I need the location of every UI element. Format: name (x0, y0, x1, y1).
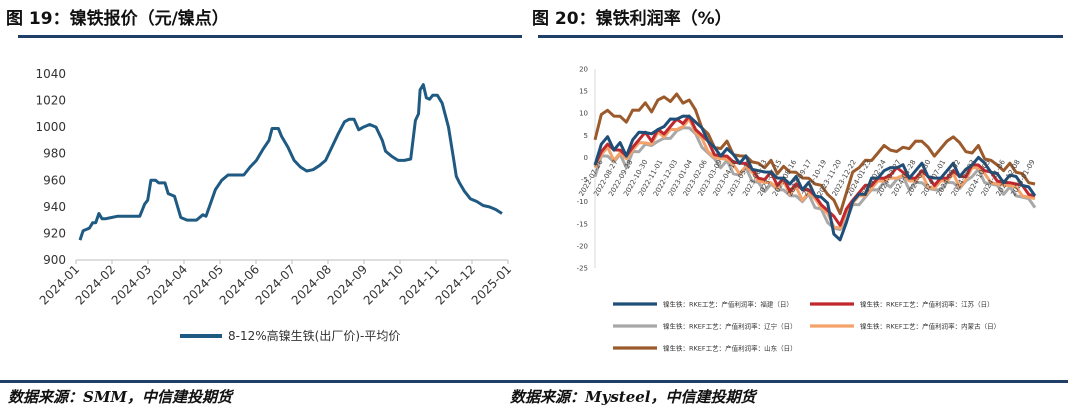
right-y-tick-label: -5 (581, 176, 588, 184)
left-y-tick-label: 960 (43, 173, 66, 187)
right-y-tick-label: 20 (579, 66, 588, 74)
right-chart-title: 图 20：镍铁利润率（%） (532, 9, 732, 29)
right-legend-label: 镍生铁：RKEF工艺：产值利润率：内蒙古（日） (860, 322, 1000, 331)
left-y-tick-label: 1040 (35, 67, 66, 81)
left-x-tick-label: 2025-01 (469, 262, 514, 307)
left-y-tick-label: 980 (43, 147, 66, 161)
right-y-tick-label: 15 (579, 88, 588, 96)
right-legend-label: 镍生铁：RKEF工艺：产值利润率：辽宁（日） (663, 322, 797, 331)
right-series-line (593, 117, 1036, 230)
left-source-note: 数据来源：SMM，中信建投期货 (8, 388, 233, 406)
left-y-tick-label: 1020 (35, 94, 66, 108)
left-y-tick-label: 1000 (35, 120, 66, 134)
right-legend-label: 镍生铁：RKEF工艺：产值利润率：山东（日） (663, 344, 797, 353)
right-legend-label: 镍生铁：RKE工艺：产值利润率：福建（日） (663, 300, 793, 309)
right-title-rule (538, 35, 1063, 38)
right-source-note: 数据来源：Mysteel，中信建投期货 (510, 388, 756, 406)
left-line-chart: 9009209409609801000102010402024-012024-0… (35, 67, 514, 343)
left-chart-title: 图 19：镍铁报价（元/镍点） (6, 9, 229, 29)
left-legend-label: 8-12%高镍生铁(出厂价)-平均价 (228, 328, 400, 343)
right-y-tick-label: -15 (577, 220, 588, 228)
right-y-tick-label: -25 (577, 265, 588, 273)
right-y-tick-label: -10 (577, 198, 588, 206)
right-y-tick-label: -20 (577, 242, 588, 250)
left-y-tick-label: 940 (43, 200, 66, 214)
left-y-tick-label: 920 (43, 226, 66, 240)
right-y-tick-label: 10 (579, 110, 588, 118)
right-legend-label: 镍生铁：RKEF工艺：产值利润率：江苏（日） (860, 300, 994, 309)
right-y-tick-label: 0 (584, 154, 588, 162)
left-y-tick-label: 900 (43, 253, 66, 267)
left-title-rule (18, 35, 522, 38)
bottom-rule (0, 380, 1068, 383)
right-line-chart: -25-20-15-10-5051015202022-07-262022-08-… (577, 66, 1037, 353)
right-y-tick-label: 5 (584, 132, 588, 140)
right-series-line (593, 114, 1037, 242)
left-series-line (78, 83, 503, 241)
right-series-line (593, 92, 1036, 216)
